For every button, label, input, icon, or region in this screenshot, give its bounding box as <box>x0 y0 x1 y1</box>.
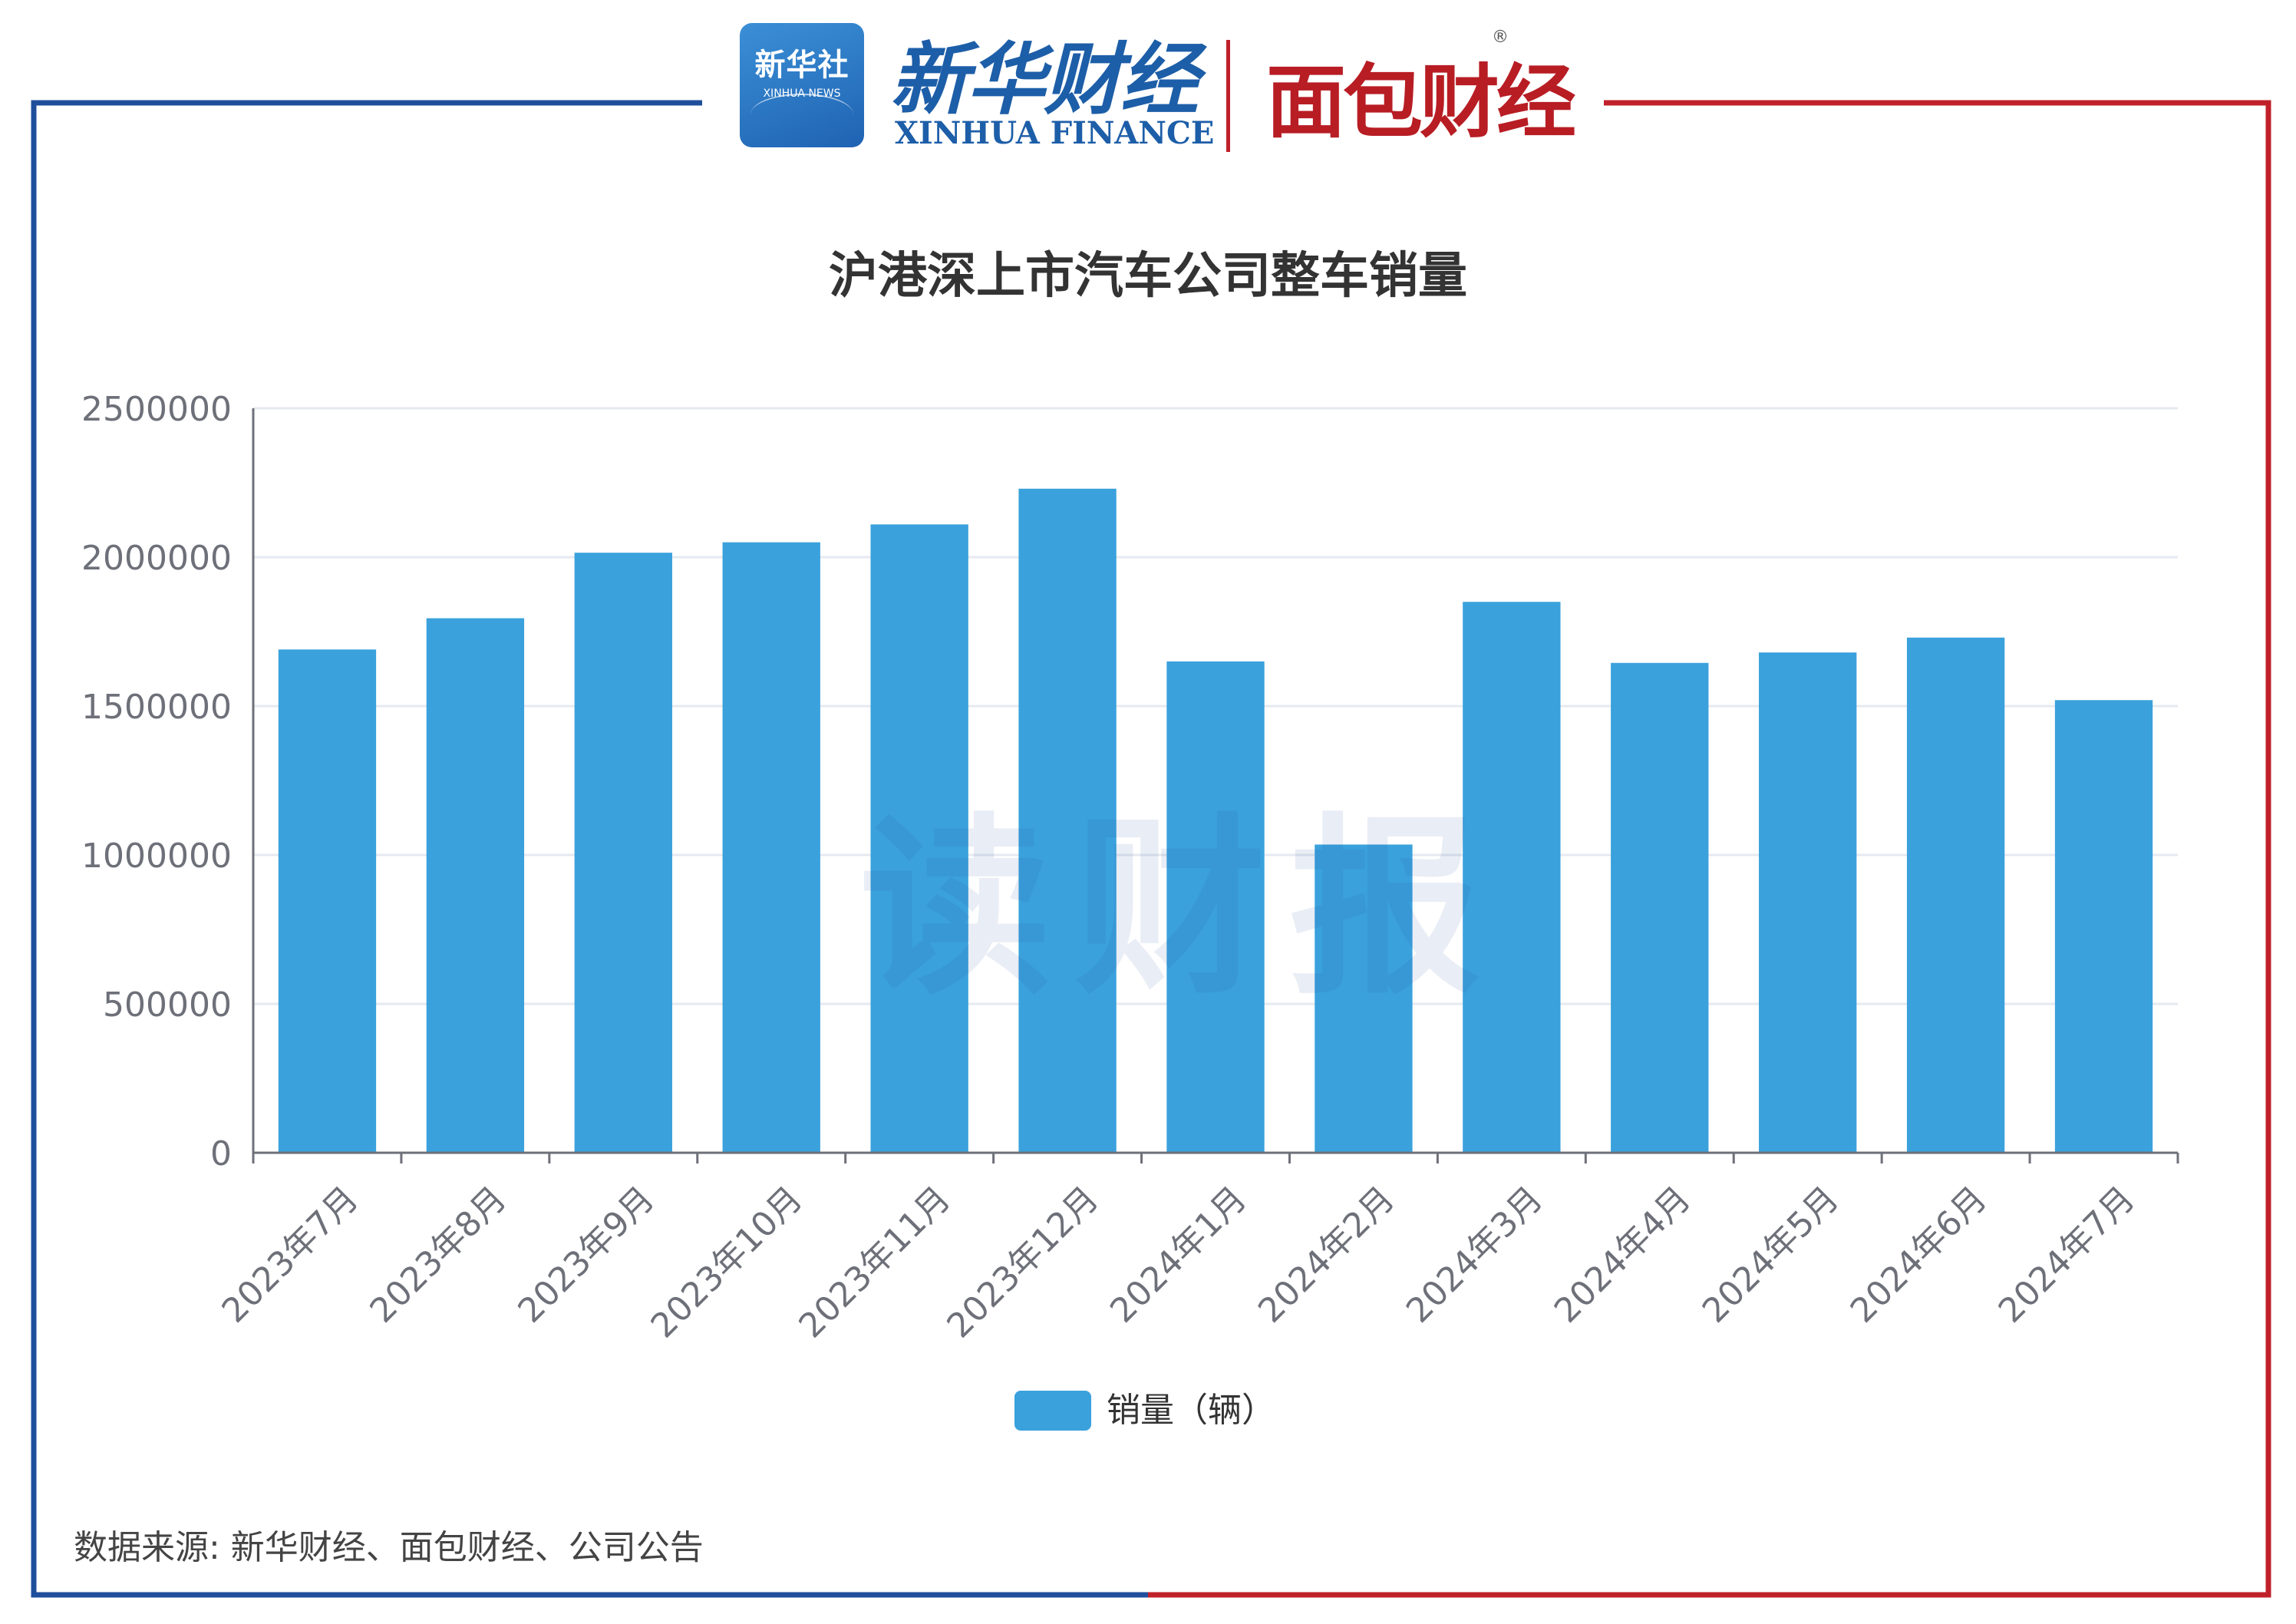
x-tick-label: 2024年7月 <box>1991 1179 2143 1330</box>
frame-left-border <box>31 100 1148 1598</box>
xinhua-news-logo: 新华社 XINHUA NEWS <box>740 23 864 147</box>
legend-swatch <box>1014 1391 1091 1431</box>
x-tick-label: 2024年4月 <box>1547 1179 1698 1330</box>
watermark: 读财报 <box>859 797 1504 1020</box>
bar <box>870 524 968 1153</box>
axes <box>252 408 2179 1164</box>
x-tick-label: 2024年3月 <box>1399 1179 1550 1330</box>
x-tick-label: 2023年7月 <box>215 1179 366 1330</box>
xinhua-finance-logo-en: XINHUA FINANCE <box>895 115 1215 151</box>
x-tick-label: 2023年10月 <box>644 1179 810 1345</box>
x-tick-label: 2023年11月 <box>791 1179 958 1345</box>
legend-label: 销量（辆） <box>1107 1391 1275 1430</box>
bar <box>1166 661 1265 1153</box>
frame-right-border <box>1148 100 2271 1598</box>
x-tick-label: 2023年8月 <box>363 1179 514 1330</box>
xinhua-finance-logo-cn: 新华财经 <box>890 34 1199 126</box>
logo-divider <box>1226 40 1230 152</box>
x-tick-label: 2023年12月 <box>939 1179 1106 1345</box>
bar <box>278 649 377 1153</box>
y-tick-label: 1500000 <box>81 688 232 727</box>
bar <box>1315 844 1413 1153</box>
x-tick-label: 2024年6月 <box>1843 1179 1994 1330</box>
frame <box>31 100 2271 1598</box>
x-tick-label: 2024年2月 <box>1251 1179 1402 1330</box>
mianbao-finance-logo: 面包财经 <box>1266 55 1576 149</box>
legend: 销量（辆） <box>1014 1391 1275 1431</box>
chart-title: 沪港深上市汽车公司整车销量 <box>829 248 1467 305</box>
bar <box>1463 602 1561 1153</box>
y-tick-label: 500000 <box>103 985 232 1025</box>
bar <box>1759 652 1857 1153</box>
bar <box>1906 637 2005 1153</box>
bar <box>1018 488 1117 1153</box>
bar-series <box>278 488 2153 1153</box>
x-tick-label: 2023年9月 <box>510 1179 661 1330</box>
y-tick-label: 2500000 <box>81 390 232 429</box>
x-tick-label: 2024年1月 <box>1103 1179 1254 1330</box>
y-tick-label: 1000000 <box>81 837 232 876</box>
bar <box>2054 700 2153 1153</box>
network-icon <box>750 94 853 135</box>
y-tick-label: 2000000 <box>81 539 232 578</box>
bar <box>722 542 820 1153</box>
y-axis-tick-labels: 0 500000 1000000 1500000 2000000 2500000 <box>81 390 232 1173</box>
bar <box>574 553 672 1153</box>
x-axis-tick-labels: 2023年7月2023年8月2023年9月2023年10月2023年11月202… <box>215 1179 2143 1345</box>
bar <box>1611 662 1709 1153</box>
xinhua-badge-cn: 新华社 <box>754 48 849 83</box>
x-tick-label: 2024年5月 <box>1695 1179 1846 1330</box>
y-tick-label: 0 <box>210 1134 232 1173</box>
bar <box>426 618 525 1153</box>
source-note: 数据来源: 新华财经、面包财经、公司公告 <box>74 1528 704 1567</box>
registered-mark: ® <box>1492 28 1509 47</box>
